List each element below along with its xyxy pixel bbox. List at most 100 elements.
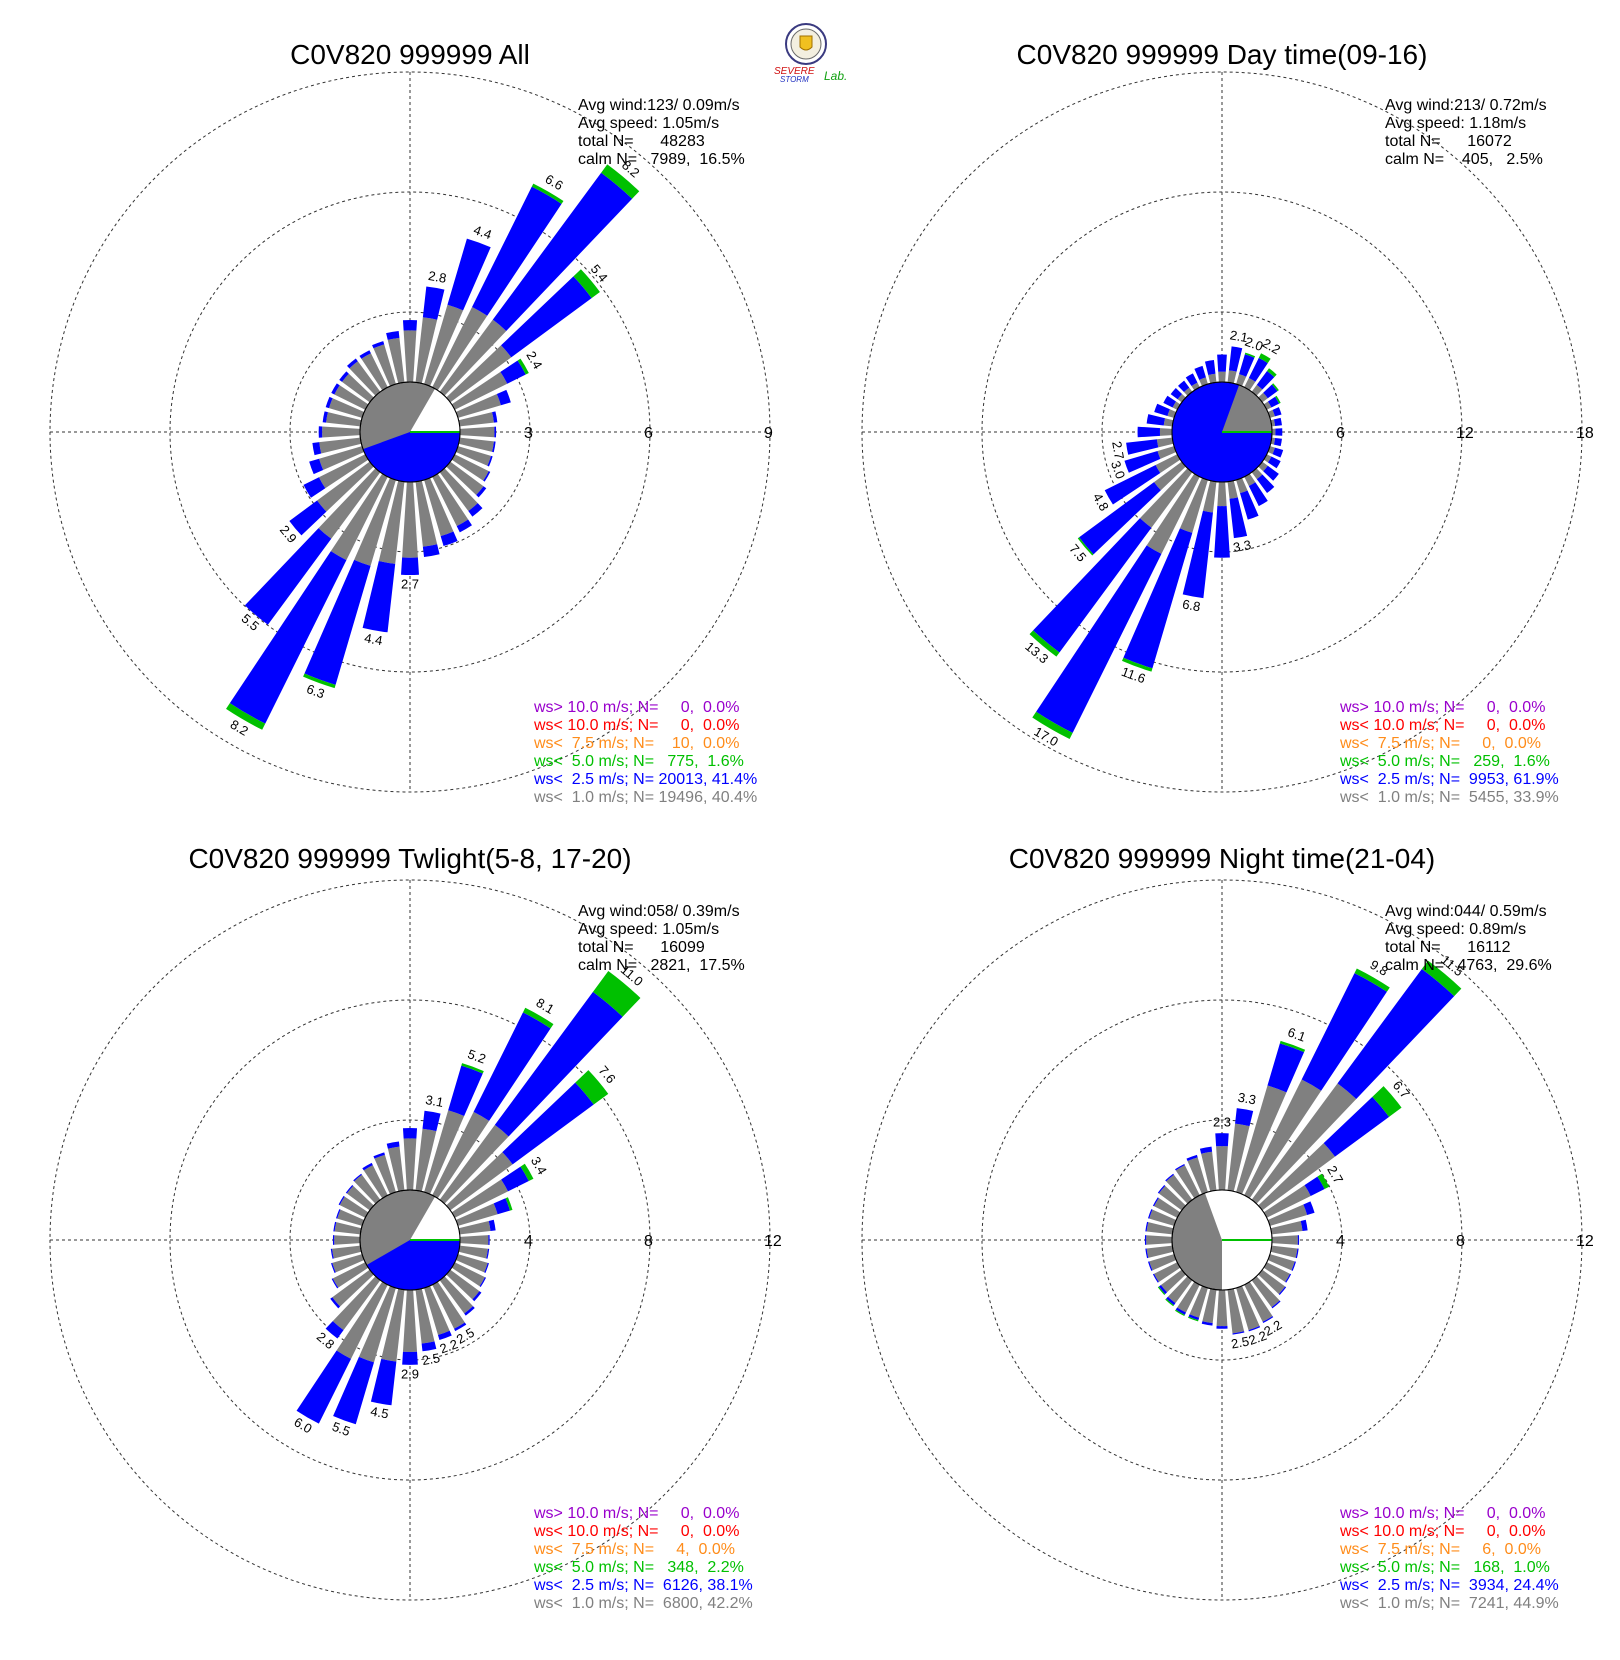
stats-line: Avg speed: 1.05m/s	[578, 115, 719, 132]
petal-gray	[1251, 1083, 1357, 1204]
stats-line: Avg wind:058/ 0.39m/s	[578, 903, 740, 920]
petal-blue	[1199, 1146, 1213, 1154]
petal-gray	[1157, 446, 1177, 459]
petal-gray	[458, 437, 494, 452]
petal-blue	[339, 371, 349, 382]
petal-gray	[459, 1235, 489, 1245]
petal-blue	[1145, 1248, 1149, 1259]
legend-entry: ws< 10.0 m/s; N= 0, 0.0%	[533, 1523, 739, 1540]
petal-blue	[1263, 465, 1279, 481]
petal-gray	[1160, 1269, 1186, 1293]
petal-label: 2.7	[1324, 1163, 1346, 1186]
petal-gray	[1177, 1281, 1200, 1313]
petal-gray	[1172, 401, 1181, 410]
petal-gray	[319, 446, 365, 470]
petal-blue	[304, 559, 371, 685]
petal-label: 3.3	[1232, 537, 1252, 555]
petal-blue	[1163, 395, 1177, 408]
petal-blue	[488, 1219, 496, 1231]
stats-line: calm N= 2821, 17.5%	[578, 957, 745, 974]
petal-blue	[1175, 1307, 1186, 1315]
petal-blue	[454, 1322, 467, 1332]
petal-label: 2.7	[401, 576, 419, 591]
petal-label: 2.5	[421, 1350, 441, 1368]
petal-blue	[1178, 380, 1190, 393]
petal-gray	[361, 353, 388, 391]
petal-gray	[1159, 428, 1173, 436]
petal-label: 3.3	[1237, 1089, 1257, 1107]
petal-label: 6.8	[1181, 596, 1201, 614]
petal-gray	[451, 1262, 485, 1287]
petal-blue	[330, 1248, 334, 1259]
legend-entry: ws< 5.0 m/s; N= 775, 1.6%	[533, 753, 744, 770]
petal-gray	[1263, 454, 1272, 463]
legend-entry: ws< 7.5 m/s; N= 6, 0.0%	[1339, 1541, 1541, 1558]
petal-blue	[1235, 1108, 1254, 1127]
petal-blue	[1248, 482, 1268, 507]
petal-gray	[332, 1262, 369, 1288]
petal-label: 2.9	[401, 1366, 419, 1381]
petal-green	[1267, 368, 1277, 378]
petal-gray	[455, 446, 492, 466]
petal-gray	[1244, 1281, 1273, 1322]
petal-blue	[1182, 510, 1213, 599]
petal-gray	[328, 398, 365, 418]
petal-gray	[326, 412, 362, 427]
petal-gray	[432, 473, 469, 527]
petal-blue	[484, 1262, 489, 1273]
petal-gray	[455, 394, 501, 418]
petal-blue	[1295, 1248, 1299, 1259]
petal-gray	[1156, 437, 1174, 448]
petal-blue	[1271, 1300, 1281, 1309]
petal-label: 2.8	[427, 268, 447, 286]
petal-gray	[358, 1285, 396, 1363]
petal-blue	[1201, 1321, 1213, 1326]
petal-gray	[446, 1152, 513, 1211]
windrose-panel-3: 4 8 123.15.28.111.07.63.42.52.22.52.94.55.…	[49, 843, 782, 1612]
petal-gray	[432, 1111, 490, 1199]
stats-line: total N= 16112	[1385, 939, 1511, 956]
petal-gray	[1191, 382, 1200, 391]
petal-gray	[332, 1276, 381, 1331]
petal-green	[517, 358, 529, 375]
petal-gray	[354, 1174, 381, 1204]
petal-gray	[1236, 374, 1247, 387]
petal-gray	[1163, 418, 1174, 427]
petal-label: 2.1	[1229, 327, 1249, 345]
petal-blue	[1145, 1221, 1149, 1232]
petal-gray	[403, 330, 417, 383]
petal-blue	[1148, 1261, 1153, 1271]
stats-line: total N= 16099	[578, 939, 705, 956]
petal-blue	[492, 172, 633, 331]
petal-blue	[437, 1330, 452, 1341]
petal-gray	[455, 1254, 488, 1273]
petal-blue	[1275, 428, 1283, 436]
petal-gray	[1258, 1143, 1336, 1211]
petal-blue	[1301, 973, 1387, 1091]
petal-gray	[1155, 454, 1181, 474]
petal-blue	[468, 503, 483, 517]
chart-title: C0V820 999999 All	[290, 39, 530, 70]
petal-gray	[1216, 1289, 1228, 1327]
petal-gray	[1258, 1269, 1286, 1295]
petal-green	[1032, 711, 1073, 740]
petal-blue	[331, 383, 340, 395]
petal-gray	[1202, 480, 1217, 513]
petal-green	[303, 673, 336, 689]
petal-blue	[1186, 1154, 1198, 1162]
petal-blue	[345, 1185, 354, 1194]
petal-gray	[458, 1245, 488, 1259]
stats-line: Avg speed: 1.18m/s	[1385, 115, 1526, 132]
petal-gray	[1236, 477, 1248, 494]
petal-gray	[415, 480, 438, 547]
petal-blue	[1175, 1163, 1185, 1171]
petal-label: 2.5	[1230, 1334, 1250, 1352]
petal-gray	[439, 1276, 473, 1314]
petal-gray	[446, 1269, 480, 1300]
petal-blue	[1240, 490, 1259, 520]
petal-gray	[373, 344, 396, 387]
petal-blue	[1217, 354, 1227, 372]
petal-gray	[349, 361, 381, 396]
petal-gray	[1270, 1245, 1298, 1258]
